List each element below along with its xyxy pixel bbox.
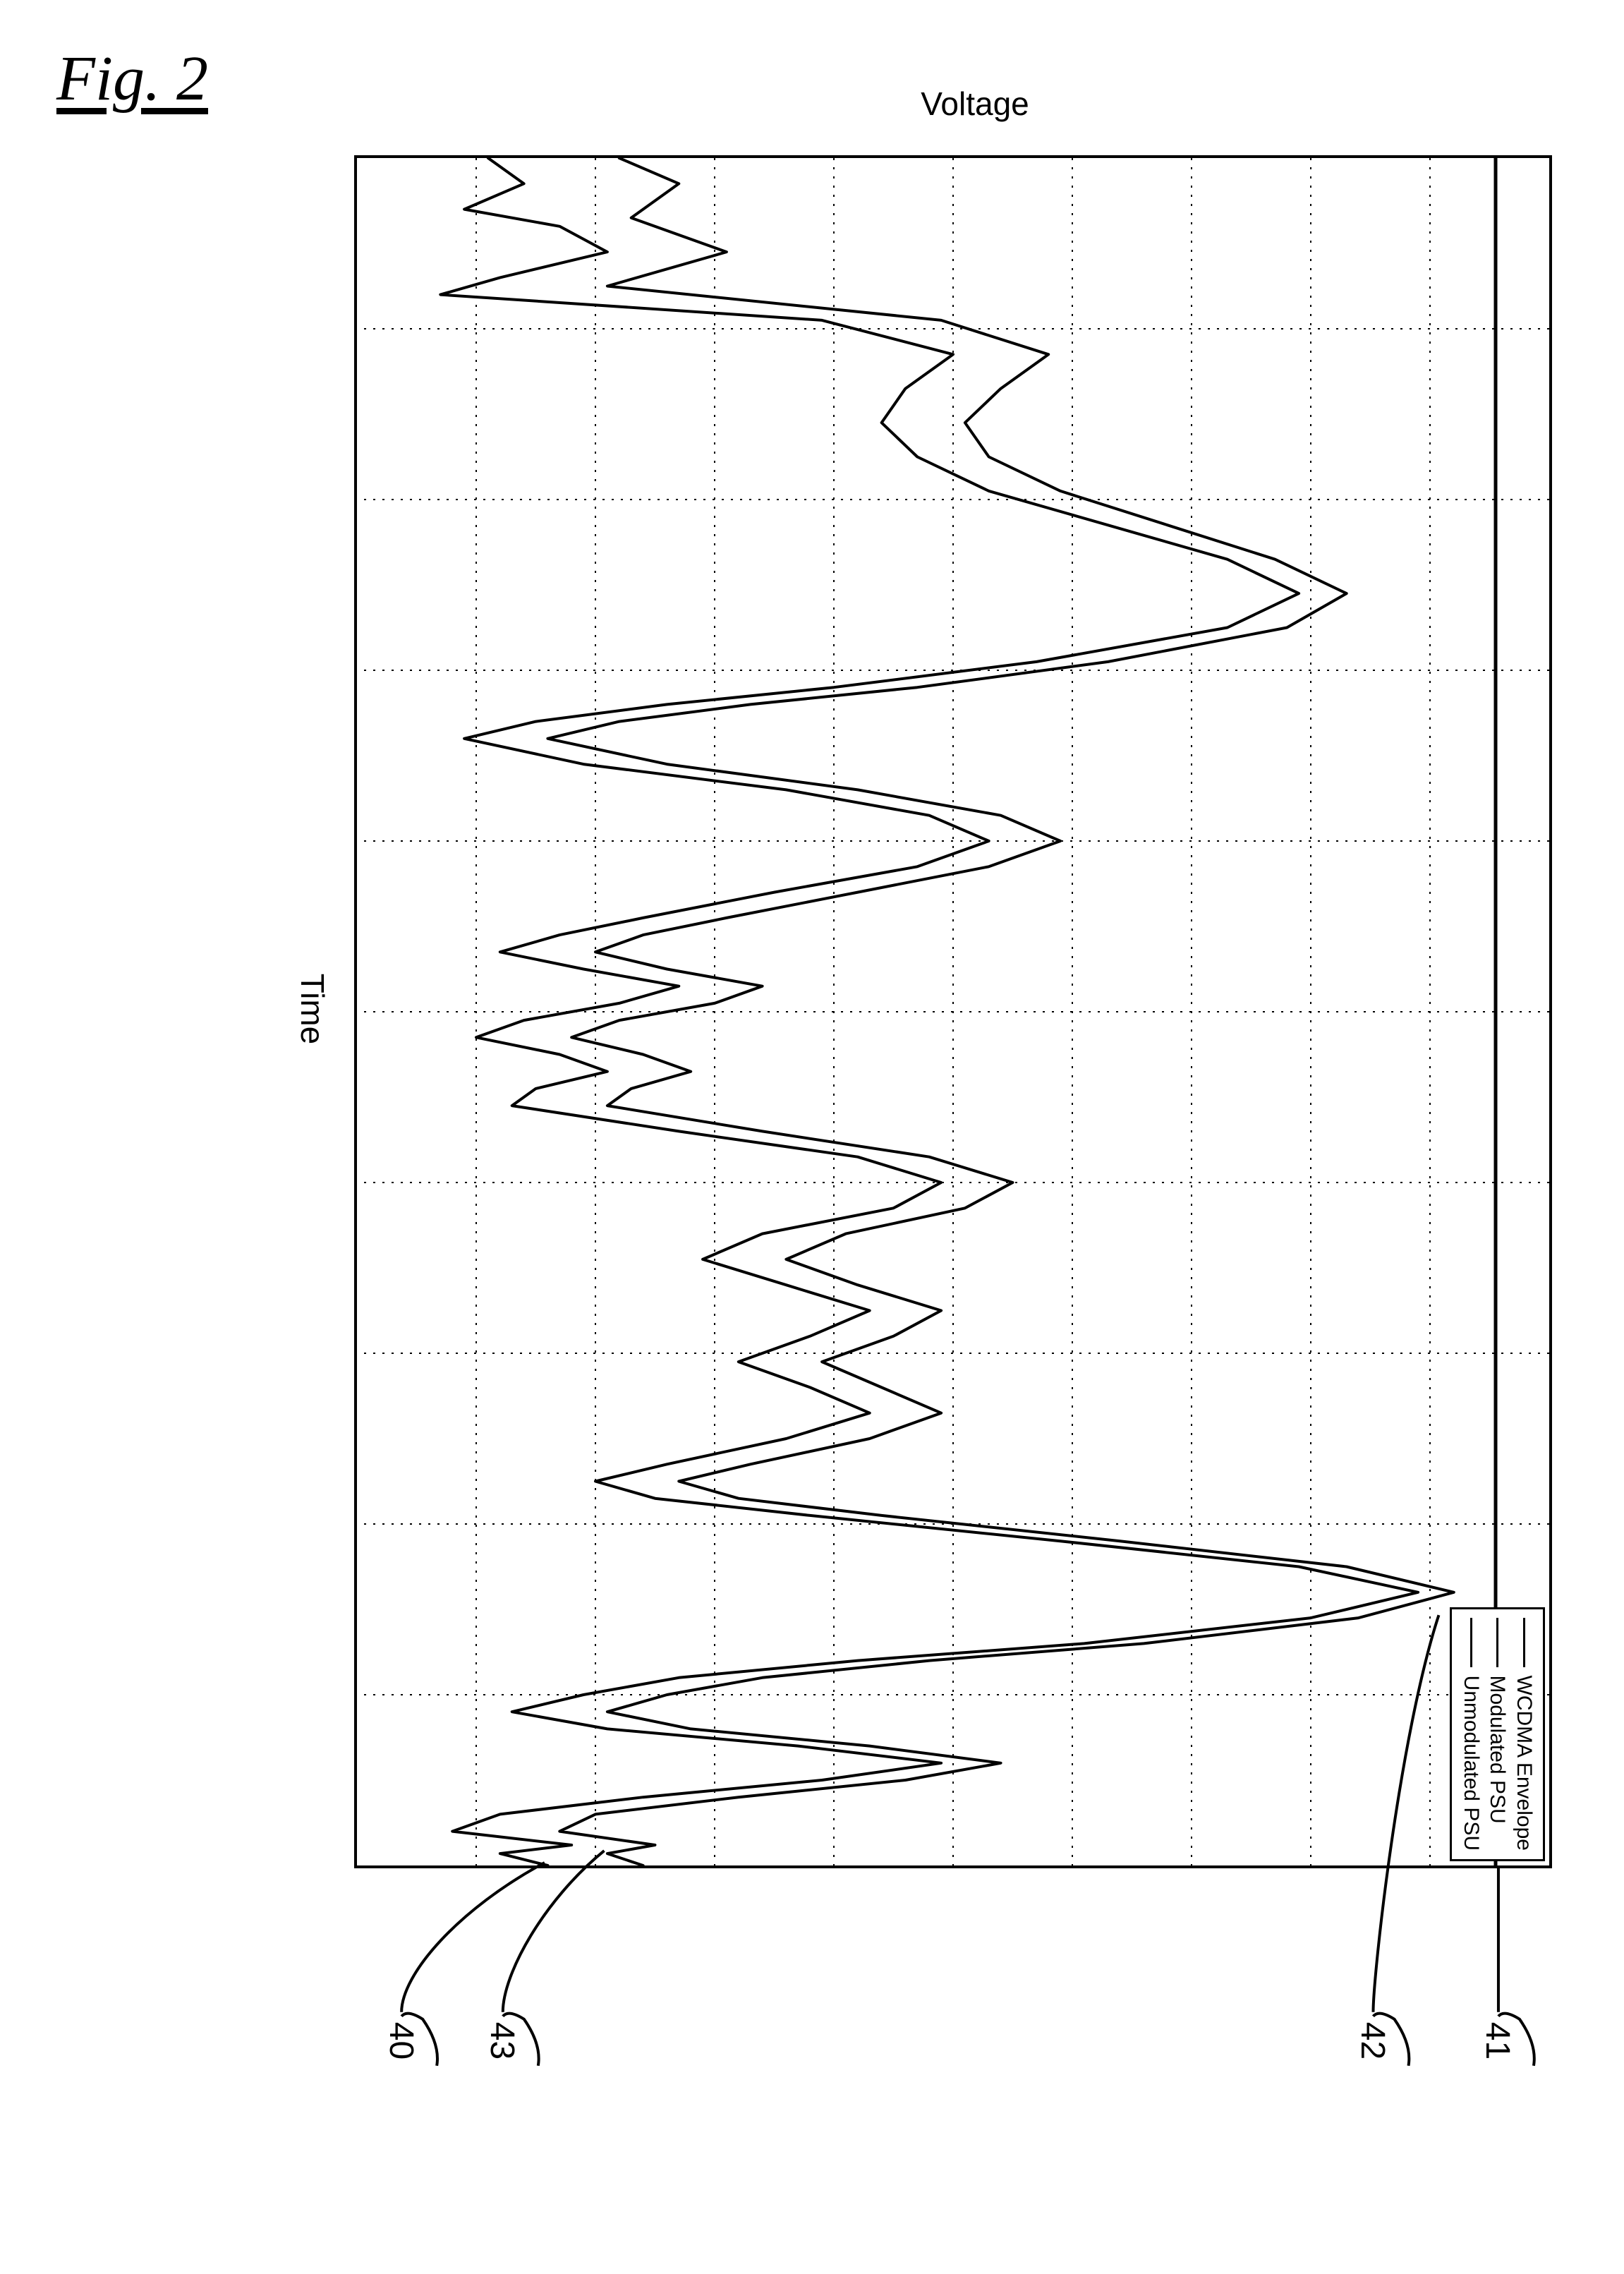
callout-label-40: 40 xyxy=(382,2022,420,2060)
y-axis-label: Voltage xyxy=(975,85,1083,123)
legend-swatch xyxy=(1496,1618,1498,1667)
legend-item: Unmodulated PSU xyxy=(1458,1618,1485,1851)
legend-swatch xyxy=(1470,1618,1472,1667)
callout-leader-43 xyxy=(503,1851,605,2012)
callout-leader-40 xyxy=(401,1863,545,2012)
chart-rotated-wrapper: Voltage WCDMA EnvelopeModulated PSUUnmod… xyxy=(183,42,1601,2088)
y-axis-label-text: Voltage xyxy=(921,85,1029,123)
callout-label-43: 43 xyxy=(483,2022,521,2060)
x-axis-label: Time xyxy=(293,974,332,1045)
legend-label: Unmodulated PSU xyxy=(1458,1676,1485,1851)
legend-label: WCDMA Envelope xyxy=(1511,1676,1538,1851)
page: Fig. 2 Voltage WCDMA EnvelopeModulated P… xyxy=(0,0,1624,2274)
legend-label: Modulated PSU xyxy=(1484,1676,1511,1824)
callout-label-42: 42 xyxy=(1353,2022,1392,2060)
legend-item: Modulated PSU xyxy=(1484,1618,1511,1851)
legend-item: WCDMA Envelope xyxy=(1511,1618,1538,1851)
chart: Voltage WCDMA EnvelopeModulated PSUUnmod… xyxy=(183,42,1601,2088)
plot-svg xyxy=(357,158,1549,1865)
series-wcdma-envelope xyxy=(440,158,1418,1865)
callout-label-41: 41 xyxy=(1478,2022,1517,2060)
legend-swatch xyxy=(1523,1618,1525,1667)
plot-area: WCDMA EnvelopeModulated PSUUnmodulated P… xyxy=(354,155,1552,1868)
legend: WCDMA EnvelopeModulated PSUUnmodulated P… xyxy=(1450,1607,1546,1861)
